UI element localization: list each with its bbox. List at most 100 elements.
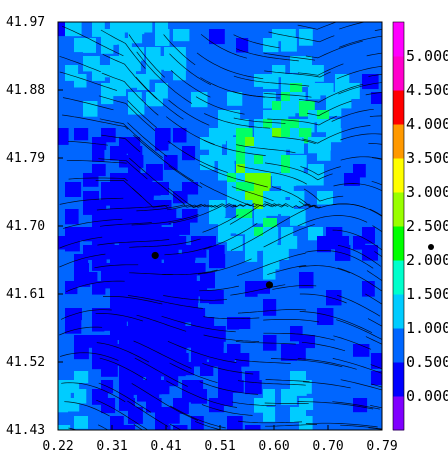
streamline-25 [233,75,310,87]
streamline-89 [369,208,382,217]
colorbar-segment-4 [393,260,404,295]
colorbar-label-1: 0.500 [406,353,448,371]
streamline-177 [297,401,374,410]
streamline-185 [238,420,303,424]
streamline-46 [267,115,337,126]
heat-cell-6 [137,22,153,33]
streamline-118 [337,267,382,292]
heat-cell-45 [173,65,186,81]
streamline-40 [62,114,129,130]
streamline-88 [331,203,382,217]
heat-cell-381 [209,290,224,305]
streamline-54 [203,139,266,156]
heat-cell-194 [155,182,169,195]
heat-cell-382 [326,290,342,306]
x-tick-label-5: 0.70 [312,439,343,454]
y-tick-label-0: 41.97 [6,15,45,30]
x-tick-label-3: 0.51 [204,439,235,454]
colorbar: 0.000 0.500 1.000 1.500 2.000 2.500 3.000 3.500… [392,21,448,431]
colorbar-label-10: 5.000 [406,47,448,65]
streamline-96 [270,205,314,230]
streamline-76 [271,186,322,209]
streamline-142 [133,340,192,369]
colorbar-segment-8 [393,124,404,159]
heat-cell-53 [137,74,150,90]
heat-cell-493 [200,362,214,376]
streamline-91 [99,222,152,227]
heat-cell-74 [227,92,243,106]
streamline-135 [237,309,306,314]
y-axis: 41.97 41.88 41.79 41.70 41.61 41.52 41.43 [6,15,63,438]
streamline-165 [237,380,306,386]
colorbar-label-8: 4.000 [406,115,448,133]
streamline-67 [300,166,341,176]
streamline-23 [170,69,211,98]
streamline-29 [368,73,382,77]
streamline-19 [366,52,382,57]
streamline-78 [333,183,382,192]
heat-cell-557 [173,425,188,430]
station-marker-1 [265,281,274,289]
colorbar-label-6: 3.000 [406,183,448,201]
streamline-133 [161,315,236,333]
x-tick-label-4: 0.60 [258,439,289,454]
streamline-140 [59,326,103,336]
streamline-134 [203,316,260,320]
streamline-126 [272,285,317,290]
streamline-98 [332,229,382,251]
streamline-115 [237,252,306,276]
heat-cell-109 [173,128,187,143]
heat-cell-106 [74,128,89,141]
station-markers [151,251,274,289]
streamline-122 [127,295,203,309]
streamline-170 [64,401,110,417]
streamline-30 [62,97,114,111]
heat-cell-392 [263,299,277,316]
heat-cell-341 [263,263,276,280]
streamline-187 [305,422,378,428]
streamline-48 [331,108,374,122]
streamline-32 [127,100,157,128]
streamline-168 [340,379,382,391]
streamline-149 [365,336,382,345]
streamline-148 [333,335,372,350]
streamline-157 [297,358,357,370]
y-tick-label-2: 41.79 [6,151,45,166]
heat-cell-186 [344,173,360,186]
colorbar-segment-5 [393,226,404,261]
heat-cell-558 [245,425,261,430]
streamline-105 [230,225,277,251]
streamline-52 [133,134,194,182]
streamline-45 [233,117,286,124]
heat-cell-136 [92,146,105,162]
streamline-90 [63,218,123,229]
streamline-13 [169,53,212,86]
streamline-101 [97,239,170,246]
streamline-26 [264,70,331,78]
streamline-58 [340,133,382,141]
streamline-50 [68,140,108,146]
heat-cell-18 [83,38,96,53]
streamline-51 [101,134,141,153]
streamline-119 [366,270,382,282]
heat-cell-406 [317,308,334,325]
streamline-107 [305,250,374,269]
streamline-7 [297,22,337,30]
heat-cell-355 [299,272,314,289]
streamline-97 [297,215,368,227]
x-tick-label-2: 0.41 [150,439,181,454]
heat-cell-538 [209,398,224,413]
streamline-57 [302,125,371,144]
heat-cell-16 [299,29,313,46]
streamline-55 [236,144,296,154]
streamline-164 [199,381,259,395]
streamline-63 [168,165,203,188]
heat-cell-230 [65,209,79,225]
streamline-147 [301,341,346,352]
heat-cell-531 [281,389,297,405]
streamline-38 [338,82,382,95]
legend-marker [428,244,434,250]
streamline-171 [96,399,149,430]
streamline-83 [167,203,237,211]
heat-cell-123 [155,137,169,151]
